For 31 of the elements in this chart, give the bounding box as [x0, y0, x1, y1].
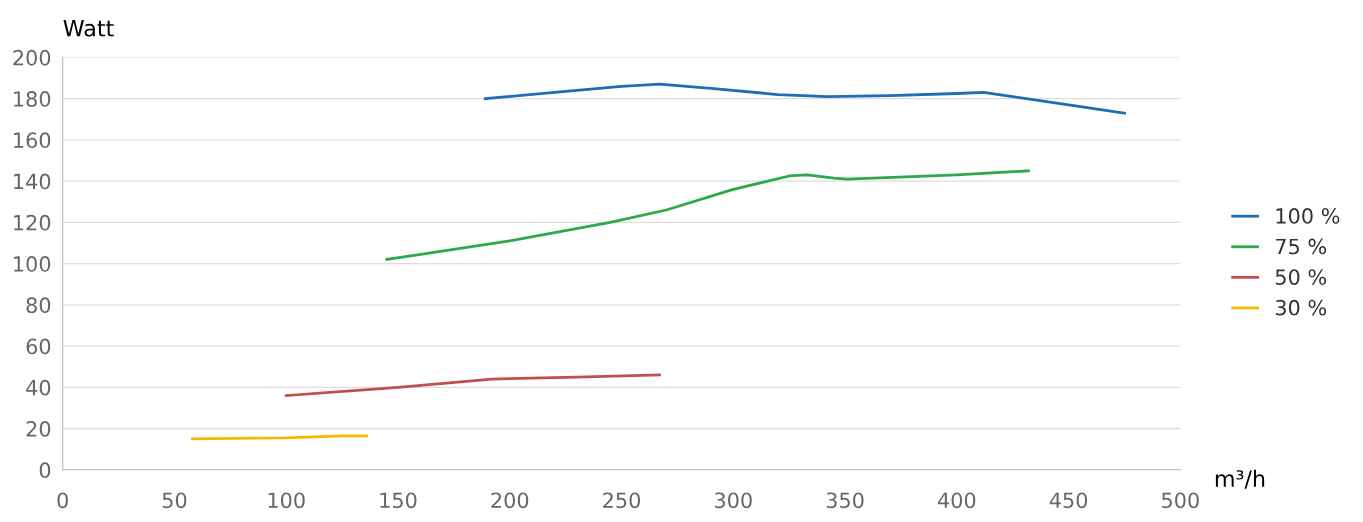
x-tick-label: 0 [57, 492, 68, 509]
legend-label: 30 % [1275, 299, 1327, 316]
legend-label: 50 % [1275, 269, 1327, 285]
y-tick-label: 80 [26, 297, 51, 314]
x-tick-label: 250 [603, 492, 641, 509]
y-axis-title: Watt [63, 20, 114, 37]
y-tick-label: 60 [26, 338, 51, 355]
x-tick-label: 300 [715, 492, 752, 509]
y-tick-label: 100 [14, 256, 51, 272]
y-tick-label: 0 [39, 462, 51, 479]
y-tick-label: 200 [13, 49, 51, 66]
y-tick-label: 140 [14, 173, 51, 190]
y-tick-label: 180 [14, 91, 51, 107]
x-tick-label: 200 [491, 492, 529, 509]
x-tick-label: 100 [268, 492, 305, 509]
line-series [284, 373, 661, 397]
x-tick-label: 50 [162, 492, 187, 509]
x-tick-label: 350 [826, 492, 864, 509]
y-tick-label: 120 [14, 214, 51, 231]
line-series [385, 169, 1030, 261]
x-tick-label: 400 [937, 492, 976, 509]
legend-label: 75 % [1276, 238, 1327, 255]
x-axis-title: m³/h [1215, 469, 1265, 489]
line-series [483, 82, 1126, 115]
y-tick-label: 40 [26, 379, 51, 396]
y-tick-label: 160 [14, 132, 51, 149]
x-tick-label: 450 [1049, 492, 1088, 509]
legend-label: 100 % [1276, 208, 1340, 224]
x-tick-label: 150 [380, 492, 417, 509]
x-tick-label: 500 [1162, 492, 1199, 509]
y-tick-label: 20 [26, 421, 51, 437]
